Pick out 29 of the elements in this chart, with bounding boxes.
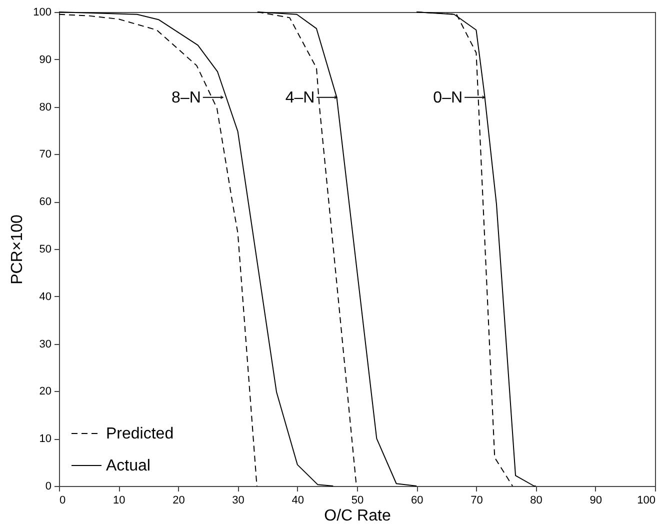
y-tick-label: 0 (45, 480, 52, 492)
x-axis-title: O/C Rate (324, 508, 391, 524)
x-tick-label: 50 (351, 494, 364, 506)
legend-label: Actual (106, 458, 150, 474)
y-tick-label: 80 (39, 101, 52, 114)
annotation: 8–N (172, 89, 201, 106)
y-axis-title: PCR×100 (9, 214, 26, 284)
x-tick-label: 80 (530, 494, 542, 506)
y-tick-label: 90 (39, 54, 52, 66)
y-tick-label: 70 (39, 148, 52, 161)
y-tick-label: 60 (39, 196, 52, 208)
legend-label: Predicted (106, 426, 174, 442)
y-tick-label: 20 (39, 386, 52, 398)
x-tick-label: 70 (470, 494, 483, 506)
x-tick-label: 20 (172, 494, 185, 506)
x-tick-label: 90 (590, 494, 602, 506)
y-tick-label: 40 (39, 290, 52, 303)
y-tick-label: 100 (33, 6, 52, 18)
x-tick-label: 60 (410, 494, 424, 506)
x-tick-label: 40 (292, 494, 304, 506)
y-tick-label: 50 (39, 244, 52, 256)
y-tick-label: 30 (39, 338, 52, 350)
x-tick-label: 10 (112, 494, 126, 506)
x-tick-label: 100 (637, 494, 656, 506)
x-tick-label: 0 (60, 494, 66, 506)
annotation: 0–N (433, 89, 463, 106)
annotation: 4–N (285, 89, 315, 106)
x-tick-label: 30 (232, 494, 244, 506)
y-tick-label: 10 (39, 433, 52, 446)
